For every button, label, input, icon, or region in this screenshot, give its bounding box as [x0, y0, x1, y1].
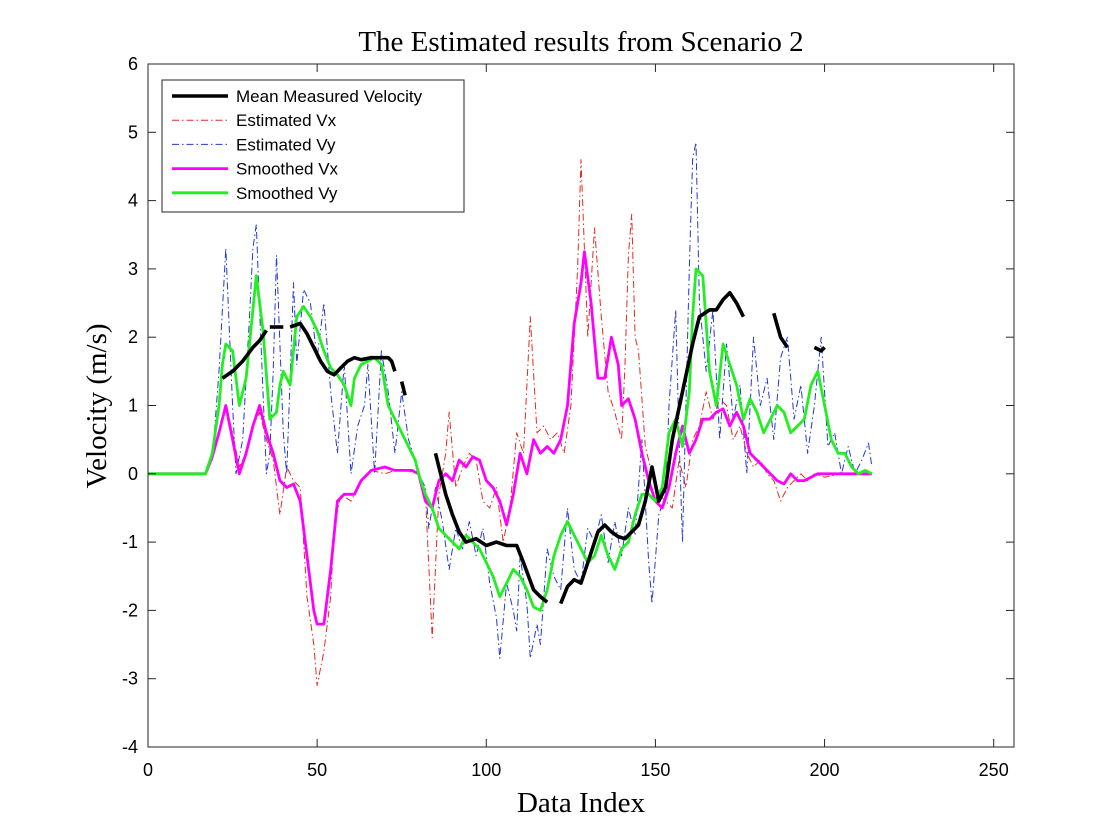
x-tick-label: 100	[471, 760, 501, 780]
series-line-smoothed-vx-0	[148, 250, 872, 626]
series-line-mean-measured-velocity-6	[772, 312, 789, 349]
series-line-mean-measured-velocity-3	[399, 381, 407, 396]
y-axis-label: Velocity (m/s)	[81, 323, 113, 488]
x-axis-label: Data Index	[517, 787, 646, 819]
series-layer	[148, 142, 873, 686]
chart-title: The Estimated results from Scenario 2	[358, 26, 803, 58]
legend-label-mean-measured-velocity: Mean Measured Velocity	[236, 87, 423, 106]
y-tick-label: 2	[128, 327, 138, 347]
series-line-mean-measured-velocity-0	[221, 329, 268, 380]
series-mean-measured-velocity	[221, 290, 826, 605]
series-smoothed-vx	[148, 250, 872, 626]
y-tick-label: 4	[128, 191, 138, 211]
series-estimated-vy	[148, 142, 873, 659]
y-tick-label: 3	[128, 259, 138, 279]
legend-label-smoothed-vx: Smoothed Vx	[236, 160, 339, 179]
y-tick-label: 5	[128, 122, 138, 142]
axes-layer: 0 50 100 150 200 250 -4 -3 -2 -1 0 1 2 3 4 5 6	[122, 54, 1015, 780]
y-tick-label: -2	[122, 600, 138, 620]
legend-label-estimated-vy: Estimated Vy	[236, 135, 336, 154]
x-tick-label: 200	[810, 760, 840, 780]
legend-box	[161, 79, 465, 213]
y-tick-label: 1	[128, 396, 138, 416]
series-smoothed-vy	[148, 267, 873, 612]
series-line-mean-measured-velocity-4	[433, 452, 549, 604]
x-tick-label: 0	[143, 760, 153, 780]
series-line-mean-measured-velocity-7	[813, 345, 826, 353]
legend-label-estimated-vx: Estimated Vx	[236, 111, 337, 130]
series-line-mean-measured-velocity-5	[559, 290, 746, 605]
series-line-estimated-vy-0	[148, 142, 873, 659]
x-tick-label: 250	[979, 760, 1009, 780]
y-tick-label: -3	[122, 669, 138, 689]
y-tick-label: 6	[128, 54, 138, 74]
x-tick-label: 150	[640, 760, 670, 780]
series-line-smoothed-vy-0	[148, 267, 873, 612]
series-line-estimated-vx-0	[148, 159, 872, 686]
x-tick-label: 50	[307, 760, 327, 780]
legend: Mean Measured Velocity Estimated Vx Estima…	[161, 79, 465, 213]
series-estimated-vx	[148, 159, 872, 686]
y-tick-label: -1	[122, 532, 138, 552]
y-tick-label: 0	[128, 464, 138, 484]
y-tick-label: -4	[122, 737, 138, 757]
series-line-mean-measured-velocity-2	[289, 321, 397, 377]
legend-label-smoothed-vy: Smoothed Vy	[236, 184, 338, 203]
